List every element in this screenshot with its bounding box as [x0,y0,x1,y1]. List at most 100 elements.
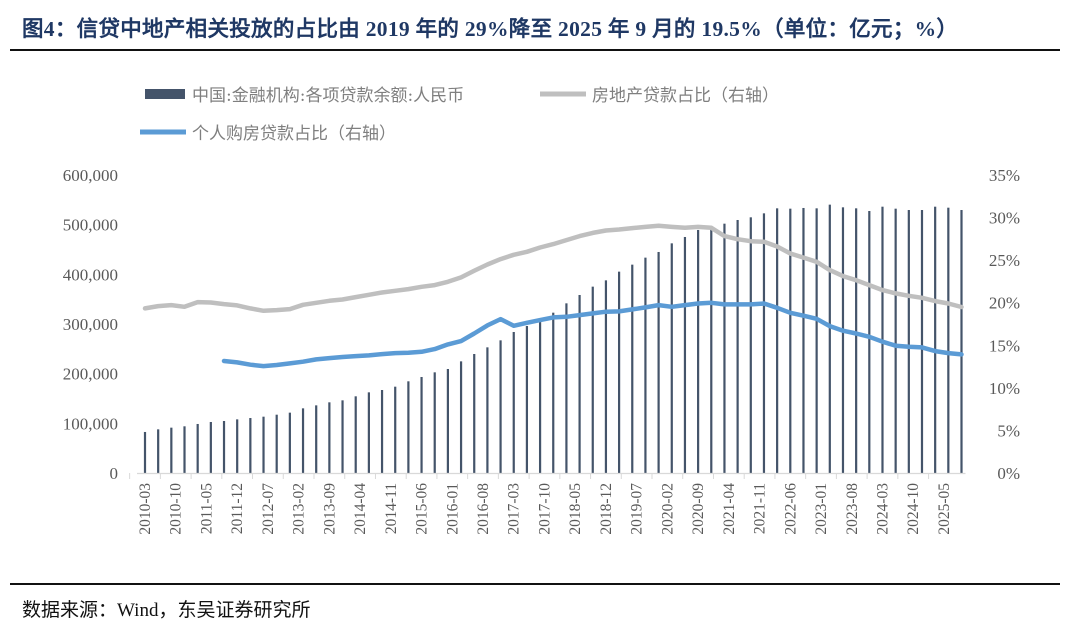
y-left-tick-label: 0 [110,464,119,483]
x-tick-label: 2016-08 [475,483,492,535]
bar [328,402,331,473]
bar [473,353,476,473]
bar [367,392,370,473]
bar [631,264,634,473]
bar [710,226,713,473]
y-right-tick-label: 20% [989,294,1020,313]
y-right-tick-label: 15% [989,336,1020,355]
x-tick-label: 2013-09 [321,483,338,535]
x-axis: 2010-03 2010-10 2011-05 2011-12 2012-07 2013-… [129,472,966,535]
x-tick-label: 2014-04 [352,483,369,535]
bar [420,376,423,473]
bar [947,207,950,473]
bar [157,429,160,473]
x-tick-label: 2020-09 [690,483,707,535]
bar [394,386,397,473]
bar [894,208,897,473]
y-right-tick-label: 30% [989,209,1020,228]
bar [486,347,489,473]
bar [196,423,199,473]
x-tick-label: 2024-10 [905,483,922,535]
source-divider [10,583,1060,585]
bar [236,419,239,473]
bar [657,251,660,473]
bar [776,208,779,473]
bar [380,390,384,473]
y-right-tick-label: 35% [989,166,1020,185]
bar [697,229,700,473]
bar [762,213,766,474]
legend-label-loans: 中国:金融机构:各项贷款余额:人民币 [192,86,464,106]
x-tick-label: 2011-12 [229,483,246,534]
x-tick-label: 2018-05 [567,483,584,535]
bar [920,210,924,473]
y-left-tick-label: 500,000 [63,216,118,235]
legend-swatch-loans [145,89,185,99]
bar [301,408,305,473]
bar [499,340,502,473]
bar [841,207,845,473]
bar [565,303,568,473]
x-tick-label: 2015-06 [414,483,431,535]
y-right-tick-label: 0% [997,464,1020,483]
x-tick-label: 2018-12 [598,483,615,535]
bar [525,325,529,473]
bar [512,331,515,473]
x-tick-label: 2025-05 [936,483,953,535]
y-right-tick-label: 25% [989,251,1020,270]
x-tick-label: 2011-05 [198,483,215,534]
line-housing-loan-share [221,300,964,369]
bar [934,206,937,474]
line-real-estate-share [142,223,964,314]
y-axis-right: 0% 5% 10% 15% 20% 25% 30% 35% [989,166,1020,483]
y-left-tick-label: 200,000 [63,365,118,384]
x-tick-label: 2022-06 [782,483,799,535]
x-tick-label: 2020-02 [659,483,676,535]
bar [315,405,318,473]
bar [222,420,226,473]
bar [828,204,831,473]
bar [275,414,278,473]
bar [538,319,542,473]
bar [789,208,792,473]
bar [209,421,212,473]
bar [670,243,673,473]
bar [288,412,291,473]
legend: 中国:金融机构:各项贷款余额:人民币 房地产贷款占比（右轴） 个人购房贷款占比（… [140,86,779,144]
bar [459,361,463,473]
source-note: 数据来源：Wind，东吴证券研究所 [22,600,311,621]
x-tick-label: 2023-08 [844,483,861,535]
title-divider [10,49,1060,51]
x-tick-label: 2010-10 [168,483,185,535]
chart-title: 图4：信贷中地产相关投放的占比由 2019 年的 29%降至 2025 年 9 … [22,17,959,41]
bar [604,280,608,473]
y-left-tick-label: 300,000 [63,315,118,334]
bar [262,416,265,473]
legend-label-housing: 个人购房贷款占比（右轴） [192,124,396,144]
bar [446,368,449,473]
bar [341,400,344,473]
x-tick-label: 2017-10 [536,483,553,535]
bar [617,271,621,473]
y-axis-left: 0 100,000 200,000 300,000 400,000 500,000 600,… [63,166,118,483]
x-tick-label: 2019-07 [629,483,646,535]
x-tick-label: 2024-03 [874,483,891,535]
line-series [142,223,964,369]
legend-label-real-estate: 房地产贷款占比（右轴） [592,86,779,106]
x-tick-label: 2013-02 [291,483,308,535]
bar [578,294,581,473]
x-tick-label: 2017-03 [506,483,523,535]
bar [644,257,647,473]
bar [907,210,910,473]
bar [249,418,252,473]
bar [354,396,357,473]
bar [143,431,147,473]
bar [960,210,963,473]
bar-series-loans [143,204,963,474]
bar [591,286,594,473]
x-tick-label: 2021-04 [721,483,738,535]
bar [868,211,871,473]
y-left-tick-label: 600,000 [63,166,118,185]
bar [170,427,173,473]
